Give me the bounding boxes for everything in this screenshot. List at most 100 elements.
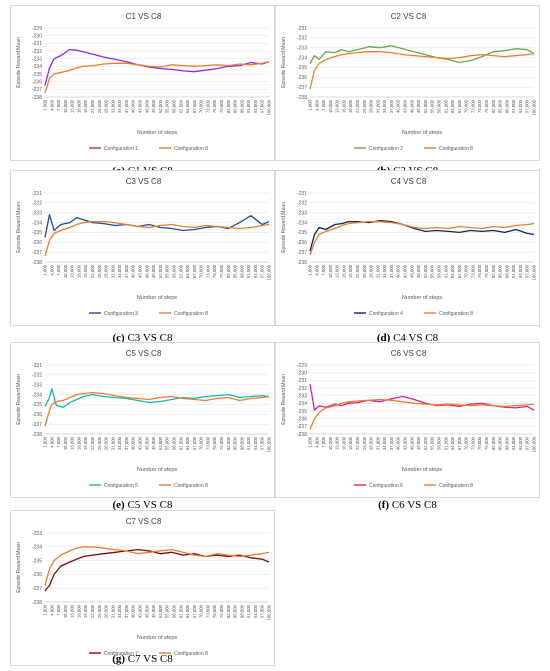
x-tick-label: 4,000 bbox=[314, 99, 319, 110]
y-axis-label: Episode Reward Mean bbox=[281, 37, 287, 88]
x-tick-label: 100,000 bbox=[532, 99, 537, 115]
y-tick-label: -237 bbox=[32, 250, 42, 256]
x-tick-label: 43,000 bbox=[403, 436, 408, 450]
y-tick-label: -230 bbox=[297, 370, 307, 376]
caption-text: C4 VS C8 bbox=[393, 332, 439, 344]
x-tick-label: 10,000 bbox=[63, 264, 68, 278]
legend-label: Configuration 3 bbox=[104, 311, 138, 317]
x-tick-label: 16,000 bbox=[76, 436, 81, 450]
chart-panel-f: C6 VS C8 -229 -230 -231 -232 -233 -234 -235 -236… bbox=[275, 342, 540, 498]
panel-caption: (f) C6 VS C8 bbox=[275, 499, 540, 511]
x-tick-label: 16,000 bbox=[341, 436, 346, 450]
legend-label: Configuration 8 bbox=[439, 483, 473, 489]
x-tick-label: 19,000 bbox=[83, 99, 88, 113]
y-tick-label: -234 bbox=[32, 220, 42, 226]
x-tick-label: 25,000 bbox=[362, 99, 367, 113]
x-tick-label: 85,000 bbox=[233, 99, 238, 113]
y-axis-label: Episode Reward Mean bbox=[16, 202, 22, 253]
x-tick-label: 91,000 bbox=[246, 264, 251, 278]
x-tick-label: 97,000 bbox=[260, 436, 265, 450]
y-tick-label: -237 bbox=[297, 424, 307, 430]
y-tick-label: -238 bbox=[32, 260, 42, 266]
y-tick-label: -235 bbox=[297, 65, 307, 71]
x-tick-label: 1,000 bbox=[43, 436, 48, 447]
x-tick-label: 61,000 bbox=[178, 99, 183, 113]
x-tick-label: 43,000 bbox=[138, 436, 143, 450]
x-tick-label: 79,000 bbox=[484, 99, 489, 113]
x-tick-label: 64,000 bbox=[185, 264, 190, 278]
x-tick-label: 52,000 bbox=[158, 264, 163, 278]
x-tick-label: 70,000 bbox=[199, 436, 204, 450]
x-tick-label: 22,000 bbox=[90, 264, 95, 278]
x-tick-label: 67,000 bbox=[192, 264, 197, 278]
x-tick-label: 94,000 bbox=[253, 604, 258, 618]
x-tick-label: 88,000 bbox=[239, 264, 244, 278]
x-tick-label: 82,000 bbox=[491, 436, 496, 450]
x-tick-label: 85,000 bbox=[233, 604, 238, 618]
x-tick-label: 88,000 bbox=[504, 436, 509, 450]
x-tick-label: 64,000 bbox=[450, 264, 455, 278]
y-tick-label: -234 bbox=[32, 392, 42, 398]
x-tick-label: 94,000 bbox=[253, 99, 258, 113]
x-tick-label: 1,000 bbox=[43, 264, 48, 275]
x-axis-label: Number of steps bbox=[137, 467, 178, 473]
chart-svg-e: C5 VS C8 -231 -232 -233 -234 -235 -236 -237 -238… bbox=[16, 349, 272, 489]
x-tick-label: 22,000 bbox=[90, 99, 95, 113]
x-tick-label: 73,000 bbox=[205, 436, 210, 450]
caption-letter: (c) bbox=[112, 332, 125, 344]
y-tick-label: -231 bbox=[32, 191, 42, 197]
x-tick-label: 94,000 bbox=[518, 264, 523, 278]
x-tick-label: 46,000 bbox=[144, 264, 149, 278]
x-tick-label: 22,000 bbox=[355, 436, 360, 450]
x-tick-label: 25,000 bbox=[362, 436, 367, 450]
x-tick-label: 58,000 bbox=[171, 604, 176, 618]
y-tick-label: -229 bbox=[297, 363, 307, 369]
x-tick-label: 4,000 bbox=[49, 99, 54, 110]
x-tick-label: 61,000 bbox=[178, 264, 183, 278]
x-tick-label: 85,000 bbox=[498, 436, 503, 450]
x-tick-label: 97,000 bbox=[525, 99, 530, 113]
x-tick-label: 94,000 bbox=[518, 99, 523, 113]
chart-title: C1 VS C8 bbox=[126, 12, 162, 21]
x-tick-label: 13,000 bbox=[70, 264, 75, 278]
x-tick-label: 10,000 bbox=[328, 99, 333, 113]
x-tick-label: 31,000 bbox=[375, 99, 380, 113]
x-tick-label: 13,000 bbox=[70, 99, 75, 113]
panel-caption: (d) C4 VS C8 bbox=[275, 332, 540, 344]
x-tick-label: 58,000 bbox=[436, 264, 441, 278]
x-tick-label: 55,000 bbox=[165, 604, 170, 618]
x-tick-label: 82,000 bbox=[226, 99, 231, 113]
y-tick-label: -233 bbox=[297, 211, 307, 217]
series-line-config-8 bbox=[44, 546, 270, 586]
x-tick-label: 40,000 bbox=[131, 604, 136, 618]
x-tick-label: 85,000 bbox=[233, 264, 238, 278]
chart-svg-a: C1 VS C8 -229-230 -231 -232-233 -234 -235-236… bbox=[16, 12, 272, 152]
x-tick-label: 82,000 bbox=[226, 264, 231, 278]
x-tick-label: 52,000 bbox=[158, 604, 163, 618]
x-tick-label: 10,000 bbox=[63, 436, 68, 450]
x-tick-label: 28,000 bbox=[104, 99, 109, 113]
x-tick-label: 91,000 bbox=[246, 604, 251, 618]
x-tick-label: 7,000 bbox=[56, 99, 61, 110]
x-tick-label: 4,000 bbox=[49, 436, 54, 447]
y-tick-label: -232 bbox=[297, 36, 307, 42]
x-tick-label: 25,000 bbox=[97, 264, 102, 278]
x-tick-label: 55,000 bbox=[430, 264, 435, 278]
y-tick-label: -233 bbox=[297, 46, 307, 52]
x-tick-label: 46,000 bbox=[409, 99, 414, 113]
y-tick-label: -237 bbox=[32, 422, 42, 428]
x-tick-label: 7,000 bbox=[56, 604, 61, 615]
x-tick-label: 61,000 bbox=[178, 604, 183, 618]
legend-label: Configuration 1 bbox=[104, 146, 138, 152]
x-tick-label: 61,000 bbox=[443, 264, 448, 278]
x-tick-label: 49,000 bbox=[416, 99, 421, 113]
chart-title: C5 VS C8 bbox=[126, 349, 162, 358]
chart-title: C4 VS C8 bbox=[391, 177, 427, 186]
x-tick-label: 22,000 bbox=[90, 436, 95, 450]
x-tick-label: 49,000 bbox=[151, 604, 156, 618]
x-tick-label: 79,000 bbox=[484, 264, 489, 278]
x-tick-label: 73,000 bbox=[205, 264, 210, 278]
x-tick-label: 31,000 bbox=[375, 264, 380, 278]
x-tick-label: 91,000 bbox=[246, 436, 251, 450]
x-tick-label: 25,000 bbox=[97, 99, 102, 113]
